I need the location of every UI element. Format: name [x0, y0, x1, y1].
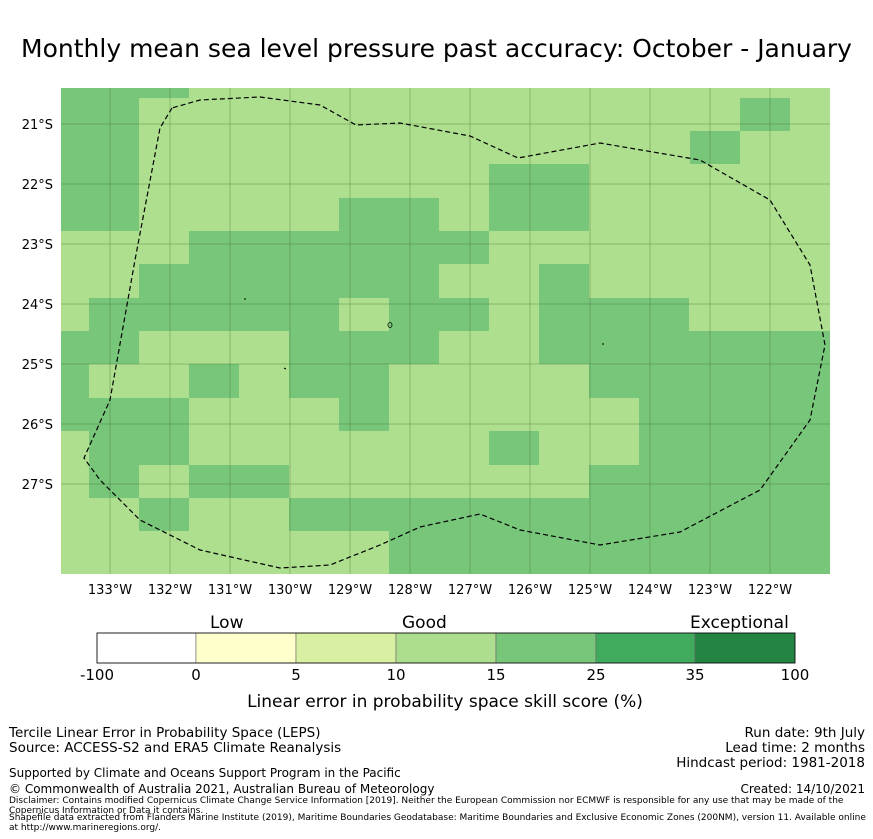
- longitude-label: 126°W: [508, 583, 552, 598]
- colorbar-tick: 100: [780, 666, 810, 684]
- longitude-labels: 133°W 132°W 131°W 130°W 129°W 128°W 127°W 126°W…: [88, 583, 792, 598]
- longitude-label: 128°W: [388, 583, 432, 598]
- colorbar-tick: 5: [291, 666, 301, 684]
- skill-cell: [61, 88, 189, 98]
- longitude-label: 131°W: [208, 583, 252, 598]
- latitude-label: 27°S: [22, 478, 53, 493]
- graticule: [61, 88, 830, 574]
- skill-cell: [189, 364, 239, 398]
- skill-cell: [389, 531, 830, 574]
- skill-cell: [639, 398, 830, 431]
- latitude-label: 23°S: [22, 238, 53, 253]
- skill-cell: [489, 431, 539, 465]
- skill-cell: [539, 264, 589, 298]
- chart-title: Monthly mean sea level pressure past acc…: [21, 34, 852, 63]
- longitude-label: 127°W: [448, 583, 492, 598]
- skill-cell: [639, 431, 830, 465]
- colorbar-segment: [295, 632, 397, 664]
- footer-method: Tercile Linear Error in Probability Spac…: [9, 725, 321, 741]
- longitude-label: 133°W: [88, 583, 132, 598]
- skill-cell: [89, 298, 339, 331]
- footer-source: Source: ACCESS-S2 and ERA5 Climate Reana…: [9, 740, 342, 756]
- latitude-label: 22°S: [22, 178, 53, 193]
- footer-copyright: © Commonwealth of Australia 2021, Austra…: [9, 782, 435, 796]
- colorbar: [96, 632, 796, 664]
- colorbar-tick: 25: [586, 666, 606, 684]
- colorbar-segment: [395, 632, 497, 664]
- skill-cell: [139, 264, 439, 298]
- colorbar-segment: [495, 632, 597, 664]
- skill-cell: [61, 398, 189, 431]
- skill-cell: [189, 465, 289, 498]
- skill-cell: [289, 364, 389, 398]
- skill-cell: [189, 231, 489, 264]
- skill-cell: [489, 164, 589, 231]
- latitude-label: 25°S: [22, 358, 53, 373]
- colorbar-frame: [96, 632, 796, 664]
- longitude-label: 130°W: [268, 583, 312, 598]
- colorbar-tick: 10: [386, 666, 406, 684]
- footer-created: Created: 14/10/2021: [740, 782, 865, 796]
- longitude-label: 129°W: [328, 583, 372, 598]
- skill-cell: [539, 298, 689, 331]
- longitude-label: 132°W: [148, 583, 192, 598]
- latitude-label: 24°S: [22, 298, 53, 313]
- colorbar-category-exceptional: Exceptional: [690, 613, 789, 633]
- skill-cell: [339, 198, 439, 231]
- colorbar-segment: [694, 632, 796, 664]
- footer-shapefile: Shapefile data extracted from Flanders M…: [9, 813, 866, 833]
- longitude-label: 124°W: [628, 583, 672, 598]
- footer-hindcast: Hindcast period: 1981-2018: [676, 755, 865, 771]
- skill-grid: [61, 88, 830, 574]
- skill-cell: [89, 465, 139, 498]
- skill-cell: [289, 331, 439, 364]
- latitude-label: 21°S: [22, 118, 53, 133]
- longitude-label: 123°W: [688, 583, 732, 598]
- colorbar-category-good: Good: [402, 613, 447, 633]
- colorbar-tick: 35: [685, 666, 705, 684]
- colorbar-category-low: Low: [210, 613, 244, 633]
- skill-cell: [289, 498, 830, 531]
- colorbar-segment: [195, 632, 297, 664]
- skill-cell: [61, 98, 139, 231]
- skill-cell: [740, 98, 790, 131]
- colorbar-tick: 0: [191, 666, 201, 684]
- colorbar-segment: [595, 632, 696, 664]
- skill-cell: [690, 131, 740, 164]
- colorbar-segment: [96, 632, 197, 664]
- skill-cell: [339, 398, 389, 431]
- skill-cell: [139, 498, 189, 531]
- eez-boundary: [83, 96, 826, 569]
- skill-cell: [61, 364, 89, 398]
- islands: [244, 298, 604, 370]
- skill-cell: [61, 331, 139, 364]
- longitude-label: 122°W: [748, 583, 792, 598]
- skill-cell: [539, 331, 830, 364]
- skill-cell: [89, 431, 189, 465]
- colorbar-tick: -100: [79, 666, 115, 684]
- skill-cell: [589, 465, 830, 498]
- footer-support: Supported by Climate and Oceans Support …: [9, 766, 401, 780]
- footer-disclaimer: Disclaimer: Contains modified Copernicus…: [9, 796, 844, 816]
- colorbar-label: Linear error in probability space skill …: [247, 692, 643, 712]
- latitude-label: 26°S: [22, 418, 53, 433]
- colorbar-tick: 15: [486, 666, 506, 684]
- footer-run-date: Run date: 9th July: [744, 725, 865, 741]
- skill-cell: [589, 364, 830, 398]
- longitude-label: 125°W: [568, 583, 612, 598]
- skill-cell: [389, 298, 489, 331]
- skill-map: 21°S22°S23°S24°S25°S26°S27°S 133°W 132°W 1…: [22, 88, 830, 598]
- footer-lead-time: Lead time: 2 months: [725, 740, 865, 756]
- latitude-labels: 21°S 22°S 23°S 24°S 25°S 26°S 27°S: [22, 118, 53, 493]
